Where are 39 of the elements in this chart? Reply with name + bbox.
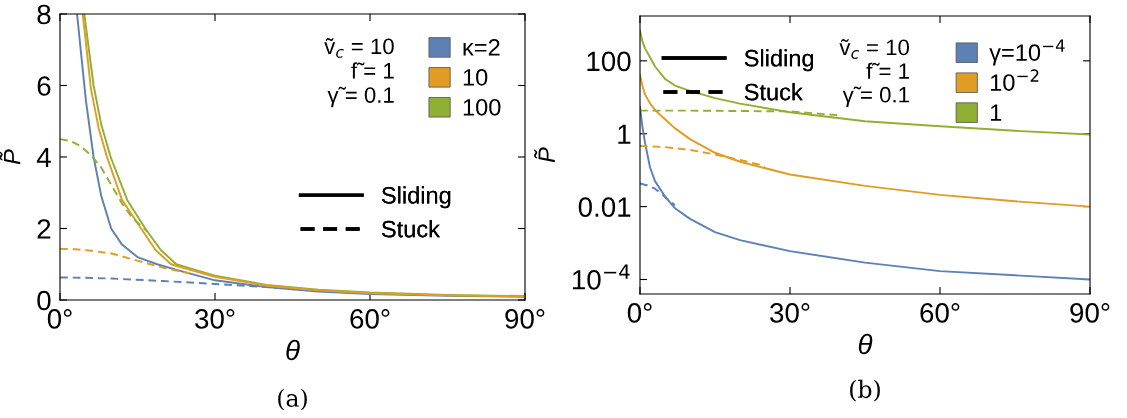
legend-label: 10 xyxy=(463,69,488,86)
y-tick-label: 100 xyxy=(587,51,631,72)
legend-label: γ=10$^{−4}$ xyxy=(989,39,1065,66)
legend-label: κ=2 xyxy=(463,39,500,56)
annotation: γ̃ = 0.1 xyxy=(327,86,394,108)
legend-label: 1 xyxy=(990,104,1002,121)
x-tick-label: 0° xyxy=(627,303,652,323)
x-tick-label: 90° xyxy=(1070,303,1110,323)
y-tick-label: 2 xyxy=(37,219,51,239)
y-tick-label: 4 xyxy=(36,147,51,168)
x-tick-label: 0° xyxy=(47,309,72,329)
legend-label: Sliding xyxy=(744,49,814,72)
legend-label: Sliding xyxy=(381,186,451,209)
annotation: ṽ$_{c}$ = 10 xyxy=(324,38,394,58)
legend-label: Stuck xyxy=(381,220,440,238)
text: (b) xyxy=(850,379,880,402)
legend-label: 100 xyxy=(463,98,501,116)
y-tick-label: 8 xyxy=(37,4,51,25)
x-tick-label: 30° xyxy=(770,303,810,323)
y-tick-label: 0.01 xyxy=(578,197,631,217)
y-axis-title: P̃ xyxy=(0,149,21,165)
annotation: f̃ = 1 xyxy=(866,62,909,79)
legend-label: 10$^{−2}$ xyxy=(990,69,1039,91)
y-tick-label: 10$^{−4}$ xyxy=(572,264,630,290)
x-tick-label: 60° xyxy=(350,309,390,329)
x-tick-label: 30° xyxy=(195,309,235,329)
x-axis-title: θ xyxy=(286,339,300,361)
x-tick-label: 90° xyxy=(505,309,545,329)
annotation: ṽ$_{c}$ = 10 xyxy=(839,39,909,59)
y-tick-label: 6 xyxy=(37,76,51,96)
legend-label: Stuck xyxy=(744,83,803,101)
y-tick-label: 1 xyxy=(618,124,631,144)
y-tick-label: 0 xyxy=(37,290,51,311)
x-tick-label: 60° xyxy=(920,303,960,323)
x-axis-title: θ xyxy=(858,333,873,355)
annotation: γ̃ = 0.1 xyxy=(842,86,909,107)
text: (a) xyxy=(278,388,307,411)
y-axis-title: P̃ xyxy=(534,147,555,163)
annotation: f̃ = 1 xyxy=(351,62,394,79)
